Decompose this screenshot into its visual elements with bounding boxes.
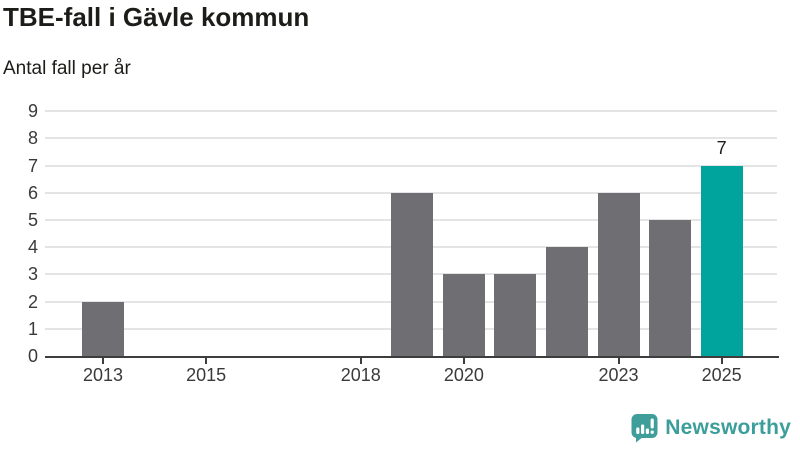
bar [391, 192, 434, 356]
gridline [45, 110, 777, 113]
y-axis-tick-label: 5 [27, 210, 38, 230]
y-axis-tick-label: 0 [27, 346, 38, 366]
bar [597, 192, 640, 356]
bar-value-label: 7 [716, 137, 727, 158]
x-axis-tick-mark [205, 358, 208, 364]
x-axis-tick-label: 2025 [701, 365, 742, 385]
page-title: TBE-fall i Gävle kommun [3, 2, 310, 32]
x-axis-tick-label: 2018 [340, 365, 381, 385]
y-axis-tick-label: 1 [27, 318, 38, 339]
x-axis-line [45, 355, 779, 358]
gridline [45, 164, 777, 167]
bar [545, 247, 588, 356]
bar [494, 274, 537, 356]
x-axis-tick-label: 2020 [443, 365, 484, 385]
chart-subtitle: Antal fall per år [3, 58, 131, 79]
bar [649, 220, 692, 356]
x-axis-tick-mark [102, 358, 104, 364]
bar-chart-speech-bubble-icon [631, 414, 658, 443]
y-axis-tick-label: 8 [27, 128, 38, 149]
y-axis-tick-label: 3 [27, 264, 38, 285]
gridline [45, 137, 777, 140]
x-axis-tick-label: 2023 [598, 365, 639, 385]
x-axis-tick-mark [720, 358, 723, 364]
newsworthy-brand-text: Newsworthy [665, 416, 791, 439]
x-axis-tick-mark [617, 358, 620, 364]
x-axis-tick-label: 2015 [186, 365, 227, 385]
x-axis-tick-mark [462, 358, 465, 364]
y-axis-tick-label: 9 [27, 101, 38, 122]
x-axis-tick-mark [359, 358, 362, 364]
bar-highlighted [700, 165, 743, 356]
y-axis-tick-label: 4 [27, 237, 38, 258]
bar [442, 274, 485, 356]
y-axis-tick-label: 6 [27, 182, 38, 203]
x-axis-tick-label: 2013 [82, 365, 124, 385]
bar [82, 301, 124, 356]
y-axis-tick-label: 7 [27, 155, 38, 176]
y-axis-tick-label: 2 [27, 291, 38, 312]
newsworthy-logo: Newsworthy [631, 413, 791, 443]
